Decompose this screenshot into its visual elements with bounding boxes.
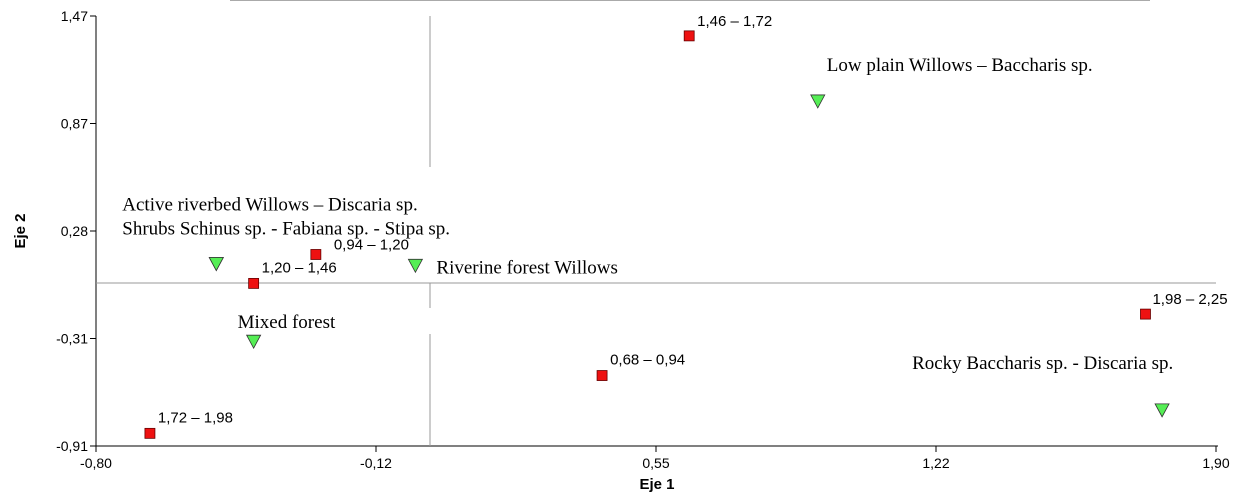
class-point	[144, 427, 156, 439]
class-point	[596, 370, 608, 381]
data-marks	[144, 30, 1170, 439]
x-tick-label: -0,12	[360, 455, 392, 471]
class-point	[683, 30, 695, 42]
group-point	[407, 258, 424, 274]
class-point-label: 1,98 – 2,25	[1152, 291, 1227, 308]
group-point-label: Riverine forest Willows	[436, 257, 617, 278]
y-tick-label: 0,87	[61, 116, 88, 132]
class-point-label: 1,72 – 1,98	[158, 409, 233, 426]
group-point	[245, 334, 262, 350]
group-point-label: Shrubs Schinus sp. - Fabiana sp. - Stipa…	[122, 219, 450, 240]
x-tick-label: 1,22	[922, 455, 949, 471]
group-point	[1154, 403, 1170, 418]
group-point	[810, 94, 826, 109]
y-tick-label: 1,47	[61, 8, 88, 24]
y-tick-label: -0,31	[56, 331, 88, 347]
class-point-label: 1,46 – 1,72	[697, 13, 772, 30]
class-point-label: 0,94 – 1,20	[334, 236, 409, 253]
group-point-label: Active riverbed Willows – Discaria sp.	[122, 195, 417, 216]
x-tick-label: 1,90	[1202, 455, 1229, 471]
group-point-label: Mixed forest	[238, 312, 336, 333]
class-point-label: 1,20 – 1,46	[262, 259, 337, 276]
group-point-label: Rocky Baccharis sp. - Discaria sp.	[912, 353, 1173, 374]
y-tick-label: -0,91	[56, 438, 88, 454]
x-tick-label: -0,80	[80, 455, 112, 471]
group-point	[208, 257, 224, 272]
data-labels: 1,46 – 1,72 0,94 – 1,20 1,20 – 1,46 1,98 – …	[122, 13, 1227, 426]
class-point	[248, 277, 260, 289]
y-tick-label: 0,28	[61, 223, 88, 239]
group-point-label: Low plain Willows – Baccharis sp.	[827, 55, 1093, 76]
y-axis-title: Eje 2	[12, 213, 29, 248]
class-point	[310, 249, 322, 260]
class-point-label: 0,68 – 0,94	[610, 352, 685, 369]
axis-ticks: -0,80 -0,12 0,55 1,22 1,90 1,47 0,87 0,28 -0,31 -…	[56, 8, 1230, 471]
x-tick-label: 0,55	[642, 455, 669, 471]
x-axis-title: Eje 1	[639, 476, 674, 493]
class-point	[1140, 308, 1151, 320]
